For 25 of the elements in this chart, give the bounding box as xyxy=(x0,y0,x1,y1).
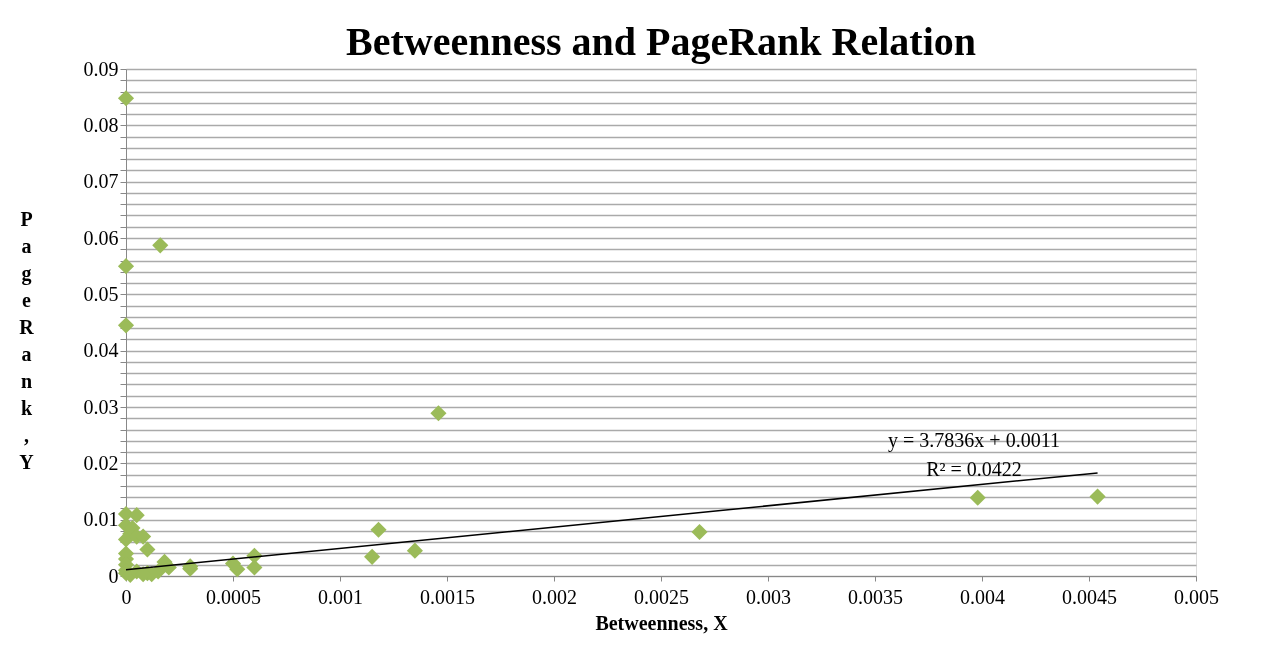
y-tick-label: 0.07 xyxy=(83,170,119,193)
y-tick-label: 0.06 xyxy=(83,226,119,249)
y-tick-label: 0.05 xyxy=(83,282,119,305)
y-tick-label: 0.03 xyxy=(83,395,119,418)
x-tick-label: 0.0015 xyxy=(420,585,475,608)
text: PageRank, Y xyxy=(19,207,34,473)
y-tick-label: 0.09 xyxy=(83,57,119,80)
x-tick-label: 0.003 xyxy=(746,585,791,608)
chart-title: Betweenness and PageRank Relation xyxy=(345,19,977,64)
y-tick-label: 0.02 xyxy=(83,451,119,474)
x-axis-title: Betweenness, X xyxy=(595,611,729,634)
y-tick-label: 0.04 xyxy=(83,339,119,362)
x-tick-label: 0.0025 xyxy=(634,585,689,608)
x-tick-label: 0.004 xyxy=(960,585,1005,608)
x-tick-label: 0.0005 xyxy=(206,585,261,608)
x-tick-label: 0.005 xyxy=(1174,585,1219,608)
y-tick-label: 0.08 xyxy=(83,113,119,136)
annotation: y = 3.7836x + 0.0011 xyxy=(888,429,1060,452)
x-tick-label: 0.002 xyxy=(532,585,577,608)
y-tick-label: 0.01 xyxy=(83,508,119,531)
annotation: R² = 0.0422 xyxy=(926,458,1022,480)
x-tick-label: 0.0035 xyxy=(848,585,903,608)
y-tick-label: 0 xyxy=(108,564,119,587)
x-tick-label: 0.001 xyxy=(318,585,363,608)
x-tick-label: 0.0045 xyxy=(1062,585,1117,608)
